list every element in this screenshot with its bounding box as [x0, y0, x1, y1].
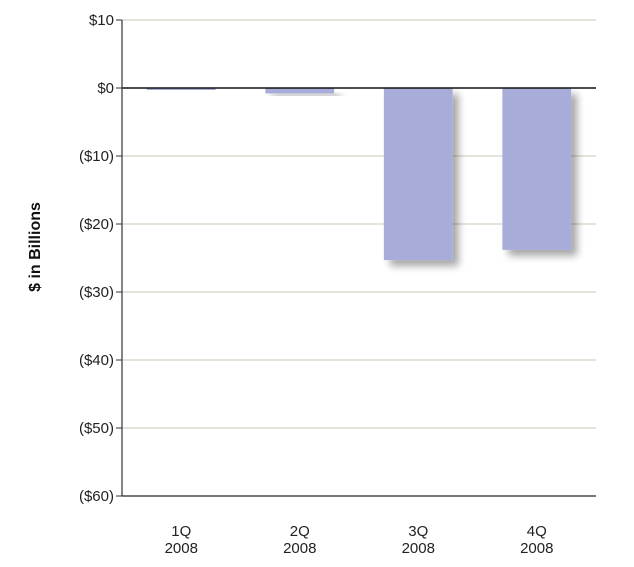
bar	[146, 88, 216, 91]
x-tick-label-line: 3Q	[408, 523, 428, 540]
x-tick-label-line: 2008	[520, 540, 553, 557]
x-tick-label-line: 4Q	[527, 523, 547, 540]
x-tick-label: 1Q 2008	[165, 523, 198, 557]
y-tick-label: $10	[89, 12, 114, 29]
x-tick-label-line: 2008	[165, 540, 198, 557]
y-tick-label: ($10)	[79, 148, 114, 165]
x-tick-label: 4Q 2008	[520, 523, 553, 557]
bar	[502, 88, 572, 250]
x-tick-label: 3Q 2008	[402, 523, 435, 557]
bar	[265, 88, 335, 94]
bar	[383, 88, 453, 261]
x-tick-label-line: 2008	[402, 540, 435, 557]
x-tick-label-line: 2Q	[290, 523, 310, 540]
x-tick-label-line: 1Q	[171, 523, 191, 540]
y-tick-label: ($30)	[79, 284, 114, 301]
y-axis-label: $ in Billions	[27, 202, 44, 292]
y-tick-label: ($40)	[79, 352, 114, 369]
y-tick-label: ($50)	[79, 420, 114, 437]
y-tick-label: $0	[97, 80, 114, 97]
axes	[116, 19, 596, 497]
y-tick-labels: $10 $0 ($10) ($20) ($30) ($40) ($50) ($60)	[79, 12, 114, 505]
x-tick-label: 2Q 2008	[283, 523, 316, 557]
bars	[146, 88, 572, 261]
y-tick-label: ($20)	[79, 216, 114, 233]
x-tick-label-line: 2008	[283, 540, 316, 557]
y-tick-label: ($60)	[79, 488, 114, 505]
